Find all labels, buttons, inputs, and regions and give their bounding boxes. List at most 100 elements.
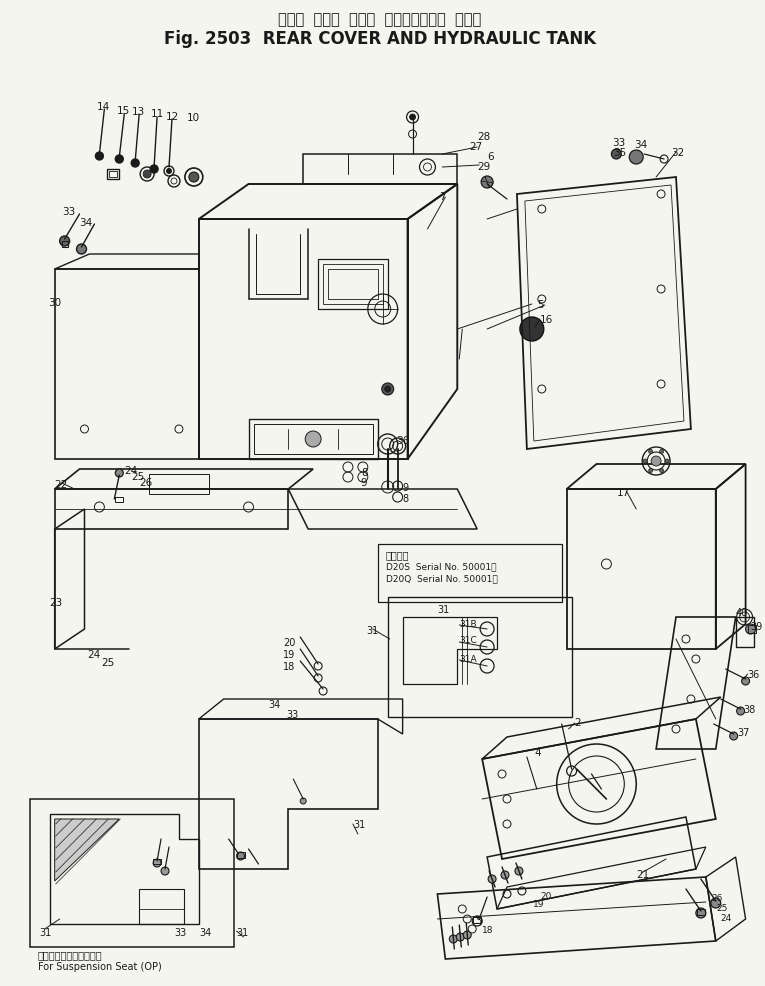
- Text: 12: 12: [166, 111, 179, 122]
- Text: D20S  Serial No. 50001～: D20S Serial No. 50001～: [386, 561, 496, 571]
- Text: 11: 11: [151, 108, 164, 119]
- Bar: [736, 617, 754, 648]
- Text: 17: 17: [617, 487, 630, 498]
- Text: 19: 19: [283, 650, 295, 660]
- Text: 25: 25: [102, 658, 115, 668]
- Text: 31: 31: [366, 625, 378, 635]
- Circle shape: [132, 160, 139, 168]
- Circle shape: [741, 677, 750, 685]
- Circle shape: [649, 450, 653, 454]
- Circle shape: [167, 170, 171, 175]
- Text: 2: 2: [575, 717, 581, 728]
- Circle shape: [730, 733, 737, 740]
- Text: 38: 38: [744, 704, 756, 714]
- Circle shape: [481, 176, 493, 188]
- Circle shape: [659, 450, 663, 454]
- Text: 25: 25: [717, 903, 728, 912]
- Text: 22: 22: [54, 479, 68, 489]
- Circle shape: [449, 935, 457, 943]
- Bar: [153, 859, 161, 864]
- Circle shape: [161, 867, 169, 876]
- Text: 39: 39: [750, 621, 763, 631]
- Circle shape: [520, 317, 544, 342]
- Text: 6: 6: [487, 152, 493, 162]
- Text: 15: 15: [117, 106, 131, 116]
- Text: 20: 20: [541, 891, 552, 900]
- Bar: [747, 625, 756, 633]
- Text: 7: 7: [439, 192, 446, 202]
- Text: 34: 34: [199, 927, 211, 937]
- Text: 30: 30: [47, 298, 61, 308]
- Circle shape: [409, 115, 415, 121]
- Text: 9: 9: [402, 482, 409, 492]
- Bar: [109, 172, 117, 177]
- Bar: [328, 270, 378, 300]
- Text: 33: 33: [286, 709, 298, 719]
- Text: 32: 32: [671, 148, 684, 158]
- Circle shape: [456, 933, 464, 941]
- Circle shape: [143, 171, 151, 178]
- Text: 20: 20: [283, 637, 296, 648]
- Text: 33: 33: [612, 138, 626, 148]
- Text: 36: 36: [747, 669, 760, 679]
- Circle shape: [60, 237, 70, 246]
- Circle shape: [746, 624, 756, 634]
- Text: 36: 36: [396, 436, 409, 446]
- Bar: [116, 498, 123, 503]
- Circle shape: [643, 459, 647, 463]
- Circle shape: [116, 156, 123, 164]
- Text: 10: 10: [187, 112, 200, 123]
- Bar: [388, 598, 571, 717]
- Circle shape: [76, 245, 86, 254]
- Text: 25: 25: [132, 471, 145, 481]
- Circle shape: [382, 384, 394, 395]
- Text: 8: 8: [402, 494, 409, 504]
- Circle shape: [711, 898, 721, 908]
- Circle shape: [300, 799, 306, 805]
- Circle shape: [305, 432, 321, 448]
- Text: 26: 26: [139, 477, 152, 487]
- Text: 8: 8: [361, 467, 367, 477]
- Text: 28: 28: [477, 132, 490, 142]
- Text: D20Q  Serial No. 50001～: D20Q Serial No. 50001～: [386, 574, 497, 583]
- Bar: [236, 852, 245, 858]
- Text: 33: 33: [63, 207, 76, 217]
- Text: 35: 35: [614, 148, 627, 158]
- Bar: [378, 544, 562, 602]
- Text: 31: 31: [40, 927, 52, 937]
- Text: 19: 19: [533, 899, 545, 908]
- Circle shape: [236, 852, 245, 860]
- Text: 9: 9: [361, 477, 367, 487]
- Text: 4: 4: [535, 747, 542, 757]
- Polygon shape: [54, 819, 119, 881]
- Text: 14: 14: [96, 102, 109, 111]
- Text: 31C: 31C: [459, 635, 477, 644]
- Circle shape: [153, 859, 161, 867]
- Text: 34: 34: [80, 218, 93, 228]
- Circle shape: [651, 457, 661, 466]
- Circle shape: [737, 707, 744, 715]
- Text: 27: 27: [469, 142, 483, 152]
- Bar: [107, 170, 119, 179]
- Text: 21: 21: [636, 869, 649, 880]
- Circle shape: [385, 387, 391, 392]
- Bar: [62, 242, 67, 247]
- Text: 31: 31: [236, 927, 249, 937]
- Text: 26: 26: [711, 893, 723, 902]
- Text: 5: 5: [537, 300, 543, 310]
- Text: 34: 34: [634, 140, 647, 150]
- Text: 33: 33: [174, 927, 186, 937]
- Text: 18: 18: [482, 925, 493, 934]
- Text: 24: 24: [87, 650, 101, 660]
- Circle shape: [189, 173, 199, 182]
- Circle shape: [464, 931, 471, 939]
- Text: 適用号数: 適用号数: [386, 549, 409, 559]
- Circle shape: [515, 867, 523, 876]
- Text: サスペンションシート用: サスペンションシート用: [37, 950, 103, 959]
- Text: For Suspension Seat (OP): For Suspension Seat (OP): [37, 961, 161, 971]
- Circle shape: [649, 469, 653, 473]
- Text: 31B: 31B: [459, 619, 477, 628]
- Bar: [149, 474, 209, 495]
- Text: リヤー  カバー  および  ハイドロリック  タンク: リヤー カバー および ハイドロリック タンク: [278, 12, 481, 27]
- Text: 40: 40: [736, 607, 748, 617]
